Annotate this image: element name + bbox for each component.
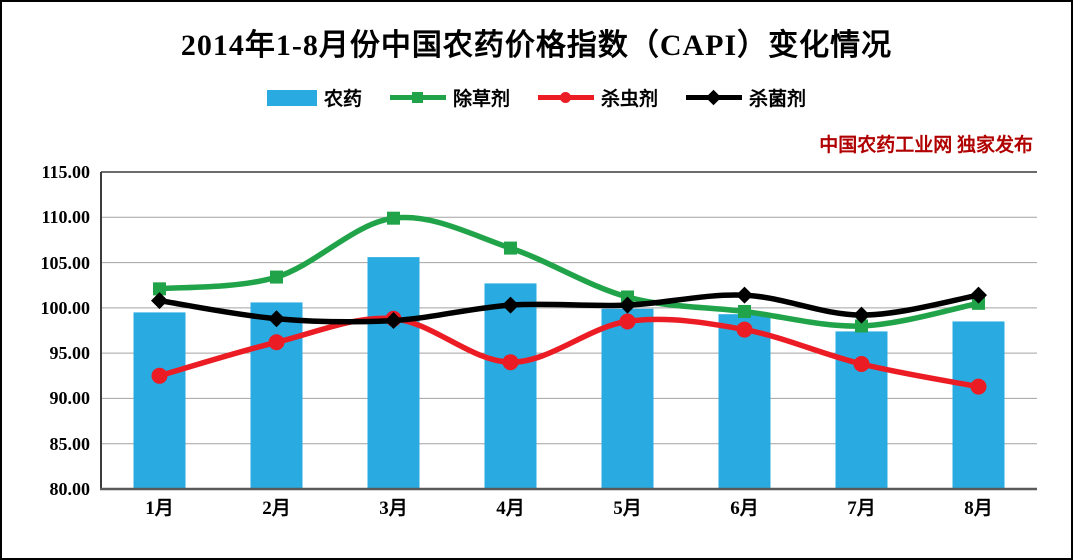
bar-6月	[718, 314, 771, 489]
x-tick-label-7月: 7月	[847, 498, 876, 519]
legend-item-herbicide: 除草剂	[389, 84, 510, 111]
herbicide-point-4月	[504, 241, 517, 255]
x-tick-label-5月: 5月	[613, 498, 642, 519]
insecticide-marker-icon	[560, 92, 571, 103]
bar-4月	[484, 283, 537, 489]
fungicide-swatch	[686, 89, 743, 106]
legend-label-herbicide: 除草剂	[452, 89, 510, 110]
x-tick-label-4月: 4月	[496, 498, 525, 519]
y-tick-label-115.00: 115.00	[41, 162, 90, 182]
publisher-watermark: 中国农药工业网 独家发布	[819, 135, 1033, 156]
pesticide-swatch	[266, 89, 317, 106]
y-tick-label-95.00: 95.00	[49, 343, 91, 364]
y-tick-label-105.00: 105.00	[40, 252, 91, 273]
y-tick-label-100.00: 100.00	[40, 297, 91, 318]
insecticide-point-4月	[502, 354, 519, 371]
insecticide-point-8月	[970, 378, 987, 395]
bar-5月	[601, 308, 654, 489]
fungicide-point-5月	[619, 296, 636, 314]
herbicide-point-6月	[738, 304, 751, 318]
insecticide-point-5月	[619, 313, 636, 330]
legend-label-insecticide: 杀虫剂	[601, 89, 659, 110]
legend-item-fungicide: 杀菌剂	[686, 84, 806, 111]
legend-label-pesticide: 农药	[323, 89, 362, 110]
fungicide-point-1月	[151, 292, 168, 310]
herbicide-line	[156, 214, 982, 329]
insecticide-line	[156, 315, 982, 390]
x-tick-label-3月: 3月	[379, 498, 408, 519]
bar-8月	[952, 321, 1005, 489]
insecticide-point-7月	[853, 356, 870, 373]
herbicide-point-2月	[270, 270, 283, 284]
fungicide-point-8月	[970, 286, 987, 304]
chart-title: 2014年1-8月份中国农药价格指数（CAPI）变化情况	[180, 29, 893, 62]
legend-item-pesticide: 农药	[266, 84, 362, 111]
bar-1月	[133, 312, 186, 489]
fungicide-line	[156, 292, 982, 325]
y-tick-label-85.00: 85.00	[49, 433, 91, 454]
fungicide-point-4月	[502, 296, 519, 314]
fungicide-point-6月	[736, 286, 753, 304]
insecticide-swatch	[538, 90, 594, 105]
herbicide-point-3月	[387, 211, 400, 225]
fungicide-point-3月	[385, 312, 402, 330]
legend-label-fungicide: 杀菌剂	[749, 89, 807, 110]
bar-2月	[250, 302, 303, 489]
herbicide-marker-icon	[411, 92, 423, 103]
herbicide-swatch	[389, 90, 446, 105]
y-tick-label-110.00: 110.00	[41, 207, 90, 228]
legend-item-insecticide: 杀虫剂	[538, 84, 658, 111]
insecticide-point-2月	[268, 334, 285, 351]
x-tick-label-6月: 6月	[730, 498, 759, 519]
insecticide-point-6月	[736, 321, 753, 338]
x-tick-label-8月: 8月	[964, 498, 993, 519]
bar-3月	[367, 257, 420, 489]
fungicide-point-2月	[268, 310, 285, 328]
herbicide-point-7月	[855, 319, 868, 333]
x-tick-label-1月: 1月	[145, 498, 174, 519]
fungicide-point-7月	[853, 306, 870, 324]
y-tick-label-90.00: 90.00	[49, 388, 91, 409]
y-tick-label-80.00: 80.00	[49, 479, 91, 499]
x-tick-label-2月: 2月	[262, 498, 291, 519]
herbicide-point-1月	[153, 282, 166, 296]
bar-7月	[835, 331, 888, 489]
legend: 农药 除草剂 杀虫剂 杀菌剂	[2, 84, 1071, 111]
insecticide-point-1月	[151, 367, 168, 384]
